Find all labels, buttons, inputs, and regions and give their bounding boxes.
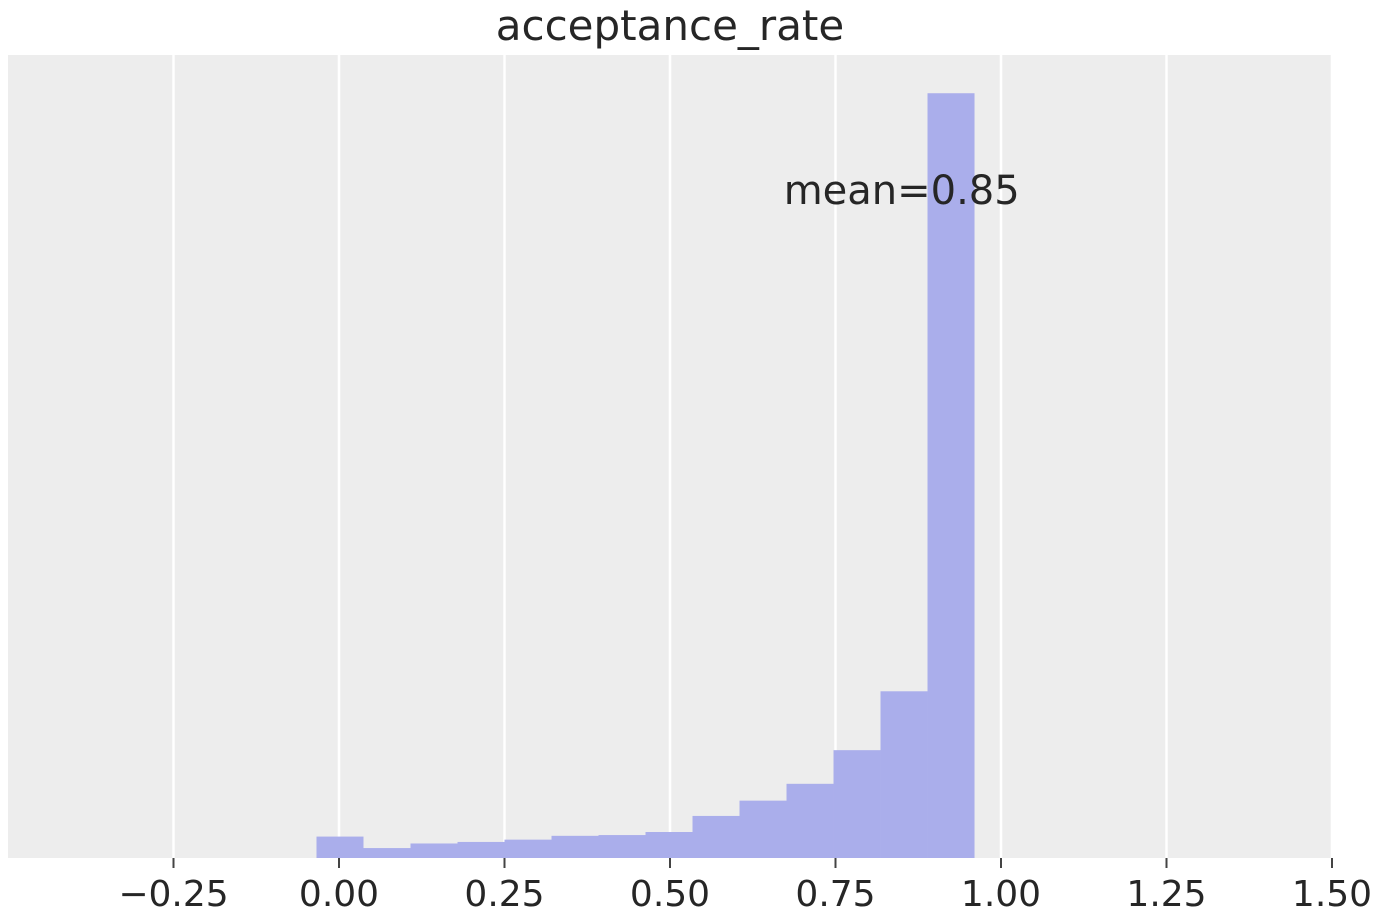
x-tick-label: 1.50 — [1292, 874, 1372, 915]
x-tick-label: 0.50 — [630, 874, 710, 915]
histogram-bar — [786, 783, 834, 858]
histogram-bar — [598, 835, 646, 858]
chart-title: acceptance_rate — [496, 1, 845, 50]
histogram-bar — [880, 691, 928, 858]
x-tick-label: 1.00 — [961, 874, 1041, 915]
histogram-bar — [692, 815, 740, 858]
grid-lines — [172, 55, 1334, 858]
histogram-bar — [833, 750, 881, 858]
histogram-bar — [363, 848, 411, 858]
histogram-bar — [457, 841, 505, 858]
histogram-bar — [551, 835, 599, 858]
x-tick-label: 0.75 — [795, 874, 875, 915]
x-tick-label: 1.25 — [1126, 874, 1206, 915]
histogram-bars — [316, 93, 975, 858]
x-tick-label: −0.25 — [118, 874, 228, 915]
x-tick-label: 0.25 — [464, 874, 544, 915]
histogram-bar — [504, 839, 552, 858]
annotations: mean=0.85 — [784, 168, 1020, 214]
mean-annotation: mean=0.85 — [784, 168, 1020, 214]
x-tick-label: 0.00 — [299, 874, 379, 915]
histogram-bar — [739, 800, 787, 858]
x-axis-ticks: −0.25 0.00 0.25 0.50 0.75 1.00 1.25 1.50 — [118, 858, 1372, 915]
histogram-bar — [645, 831, 693, 858]
histogram-bar — [927, 93, 975, 858]
histogram-bar — [316, 836, 364, 858]
histogram-bar — [410, 843, 458, 858]
